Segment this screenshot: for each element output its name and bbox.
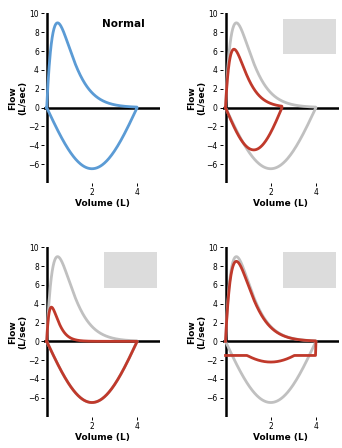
Y-axis label: Flow
(L/sec): Flow (L/sec) (8, 81, 28, 115)
Text: Normal: Normal (102, 18, 144, 29)
FancyBboxPatch shape (104, 252, 158, 288)
X-axis label: Volume (L): Volume (L) (75, 199, 130, 208)
X-axis label: Volume (L): Volume (L) (253, 433, 308, 442)
Text: I: I (288, 258, 290, 267)
Y-axis label: Flow
(L/sec): Flow (L/sec) (8, 315, 28, 349)
X-axis label: Volume (L): Volume (L) (253, 199, 308, 208)
X-axis label: Volume (L): Volume (L) (75, 433, 130, 442)
Y-axis label: Flow
(L/sec): Flow (L/sec) (187, 315, 207, 349)
Y-axis label: Flow
(L/sec): Flow (L/sec) (187, 81, 207, 115)
FancyBboxPatch shape (283, 252, 336, 288)
FancyBboxPatch shape (283, 18, 336, 54)
